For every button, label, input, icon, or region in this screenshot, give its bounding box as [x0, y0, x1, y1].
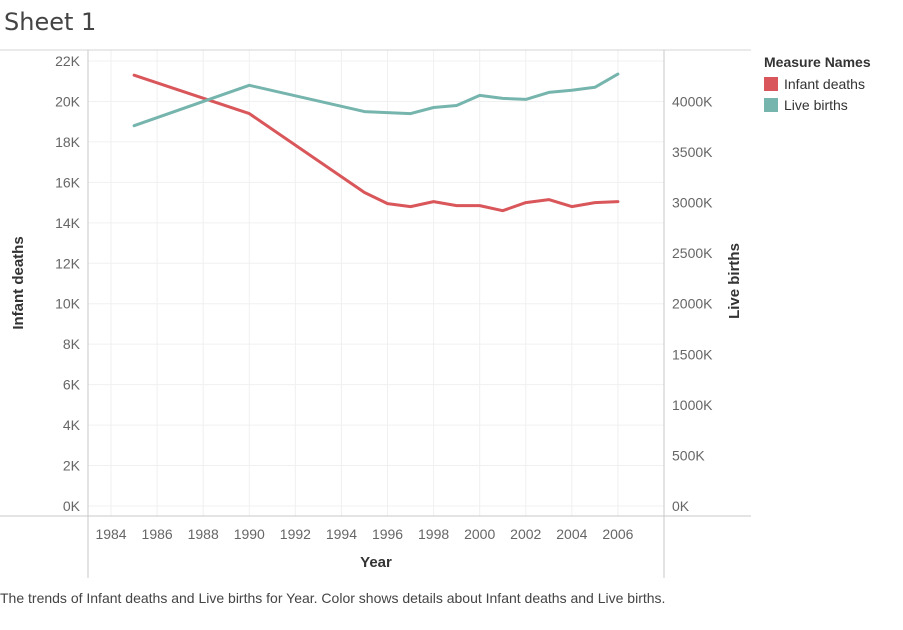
x-axis-title: Year — [360, 554, 392, 571]
y-right-axis-title: Live births — [726, 243, 743, 319]
sheet-title: Sheet 1 — [4, 8, 97, 36]
y-right-tick-label: 3000K — [672, 195, 713, 211]
y-left-tick-label: 2K — [63, 458, 81, 474]
legend-title: Measure Names — [764, 54, 871, 70]
y-right-tick-label: 0K — [672, 498, 690, 514]
x-tick-label: 1998 — [418, 526, 449, 542]
y-right-tick-label: 1000K — [672, 397, 713, 413]
x-tick-label: 1996 — [372, 526, 403, 542]
legend: Measure Names Infant deaths Live births — [764, 54, 871, 115]
chart-caption: The trends of Infant deaths and Live bir… — [0, 590, 666, 606]
x-tick-label: 1986 — [142, 526, 173, 542]
x-tick-label: 1992 — [280, 526, 311, 542]
y-right-tick-label: 3500K — [672, 144, 713, 160]
y-left-tick-label: 10K — [55, 296, 81, 312]
y-right-tick-label: 2000K — [672, 296, 713, 312]
y-left-tick-label: 20K — [55, 93, 81, 109]
x-tick-label: 1984 — [95, 526, 126, 542]
y-right-tick-label: 500K — [672, 447, 705, 463]
y-left-axis-title: Infant deaths — [10, 236, 27, 329]
x-tick-label: 1988 — [188, 526, 219, 542]
y-left-tick-label: 18K — [55, 134, 81, 150]
y-right-tick-label: 4000K — [672, 93, 713, 109]
y-left-tick-label: 4K — [63, 417, 81, 433]
y-left-tick-label: 14K — [55, 215, 81, 231]
x-tick-label: 1994 — [326, 526, 357, 542]
legend-item-infant-deaths[interactable]: Infant deaths — [764, 73, 871, 94]
y-left-tick-label: 0K — [63, 498, 81, 514]
legend-item-live-births[interactable]: Live births — [764, 94, 871, 115]
legend-label-infant-deaths: Infant deaths — [784, 75, 865, 92]
x-tick-label: 1990 — [234, 526, 265, 542]
y-left-tick-label: 12K — [55, 255, 81, 271]
x-tick-label: 2000 — [464, 526, 495, 542]
series-line-live-births — [132, 72, 620, 128]
legend-label-live-births: Live births — [784, 96, 848, 113]
y-left-tick-label: 6K — [63, 377, 81, 393]
series-line-infant-deaths — [132, 73, 620, 213]
y-left-tick-label: 8K — [63, 336, 81, 352]
legend-swatch-live-births — [764, 97, 778, 112]
y-right-tick-label: 1500K — [672, 346, 713, 362]
x-tick-label: 2002 — [510, 526, 541, 542]
y-left-tick-label: 22K — [55, 53, 81, 69]
y-left-tick-label: 16K — [55, 174, 81, 190]
x-tick-label: 2006 — [602, 526, 633, 542]
y-right-tick-label: 2500K — [672, 245, 713, 261]
legend-swatch-infant-deaths — [764, 76, 778, 91]
x-tick-label: 2004 — [556, 526, 587, 542]
